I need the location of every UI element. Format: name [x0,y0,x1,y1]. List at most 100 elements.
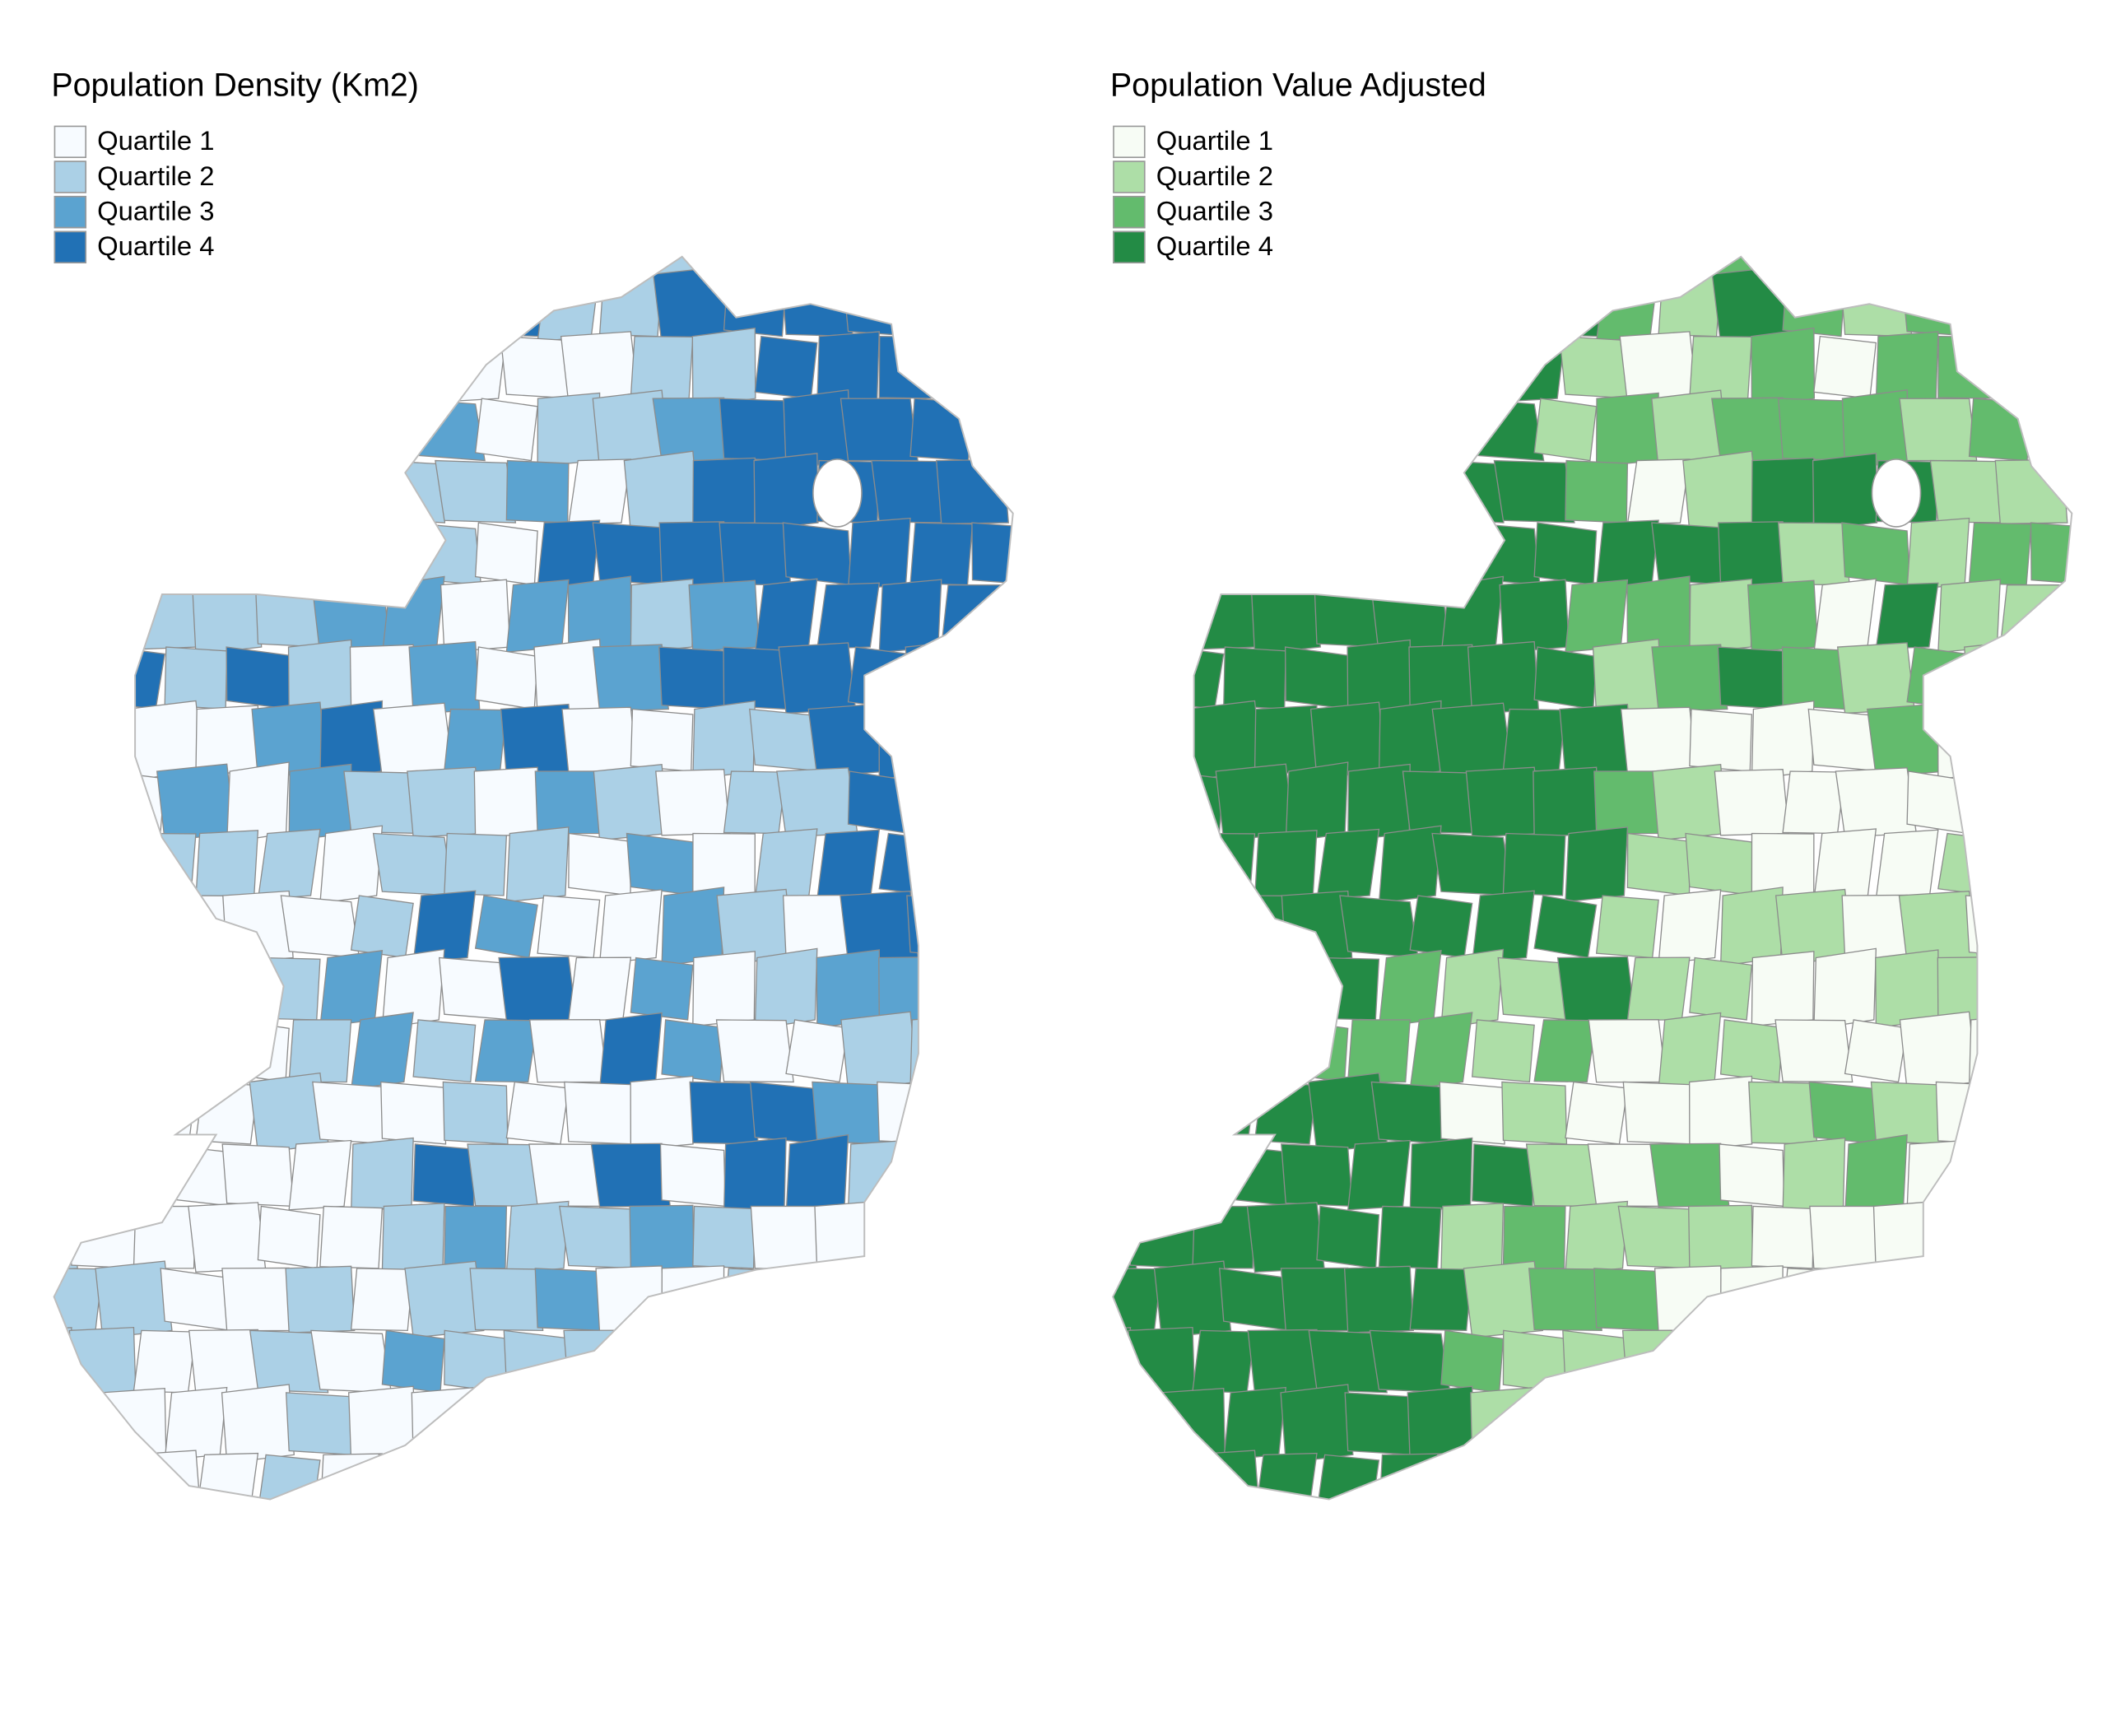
district-region [941,1329,1004,1394]
district-region [941,1081,1005,1145]
district-region [164,1386,228,1461]
district-region [1378,950,1442,1028]
district-region [1651,522,1728,586]
district-region [1466,522,1541,586]
district-region [381,459,446,524]
district-region [288,1139,352,1211]
district-region [53,332,77,403]
district-region [1811,1448,1880,1500]
district-region [53,1077,77,1149]
district-region [971,895,1013,959]
district-region [630,956,694,1021]
district-region [2030,895,2072,959]
district-region [1347,1019,1411,1083]
district-region [1192,1205,1256,1269]
district-region [1617,1205,1700,1269]
district-region [723,1387,787,1460]
district-region [1156,1138,1230,1212]
district-region [1213,268,1296,343]
district-region [1968,398,2032,462]
legend-label: Quartile 4 [97,231,215,262]
district-region [1999,832,2063,896]
district-region [1465,766,1542,838]
district-region [558,1205,641,1269]
district-region [1899,1011,1977,1091]
district-region [530,1392,607,1456]
district-region [1440,948,1505,1029]
lough-neagh [1871,458,1922,528]
district-region [1812,453,1878,531]
district-region [1533,1019,1598,1083]
district-region [1285,389,1349,470]
district-region [1497,256,1572,275]
legend-item: Quartile 3 [53,194,215,230]
district-region [407,766,482,838]
district-region [156,763,235,842]
district-region [1223,1386,1286,1461]
district-region [505,459,570,524]
district-region [626,256,697,276]
district-region [1685,256,1756,276]
district-region [185,332,268,403]
district-region [1129,455,1193,528]
district-region [590,1143,672,1208]
district-region [1836,642,1915,714]
district-region [319,825,384,904]
district-region [1370,1081,1449,1145]
district-region [1347,522,1411,586]
district-region [971,522,1013,586]
district-region [1316,1205,1380,1269]
district-region [344,270,420,341]
district-region [1782,770,1846,835]
district-region [1223,895,1286,959]
district-region [623,450,700,533]
district-region [1316,828,1380,901]
district-region [71,455,135,528]
district-region [164,389,228,469]
district-region [53,700,77,780]
district-region [1965,895,2035,959]
district-region [412,1019,477,1083]
district-region [1782,273,1846,337]
district-region [1129,1454,1193,1500]
district-region [1906,770,1970,835]
district-region [1129,584,1193,648]
district-region [746,1329,826,1394]
district-region [1378,1205,1442,1269]
district-region [1718,521,1786,587]
district-region [133,459,197,524]
density-legend-title: Population Density (Km2) [51,67,419,105]
district-region [102,770,165,835]
coastline [53,255,1014,1501]
district-region [566,256,634,284]
district-region [1378,825,1442,904]
district-region [816,582,881,649]
district-region [1968,1386,2032,1462]
district-region [1440,575,1505,657]
district-region [935,706,1010,775]
district-region [1113,1268,1162,1332]
district-region [534,1268,603,1332]
district-region [1596,392,1659,467]
district-region [878,956,942,1022]
district-region [444,1329,508,1394]
district-region [285,1392,355,1456]
district-region [1129,335,1193,399]
district-region [503,1329,572,1394]
district-region [381,1329,445,1394]
district-region [1933,1205,2005,1269]
district-region [1409,1012,1473,1091]
district-region [1841,522,1911,586]
district-region [474,522,538,586]
district-region [1751,1454,1815,1500]
district-region [71,1081,135,1145]
district-region [319,1205,384,1269]
district-region [847,770,911,835]
district-region [1113,584,1136,648]
district-region [1658,273,1722,337]
district-region [1751,832,1815,896]
value-legend-title: Population Value Adjusted [1109,67,1486,105]
district-region [498,956,577,1022]
legend-item: Quartile 4 [53,230,215,265]
district-region [1565,826,1629,903]
